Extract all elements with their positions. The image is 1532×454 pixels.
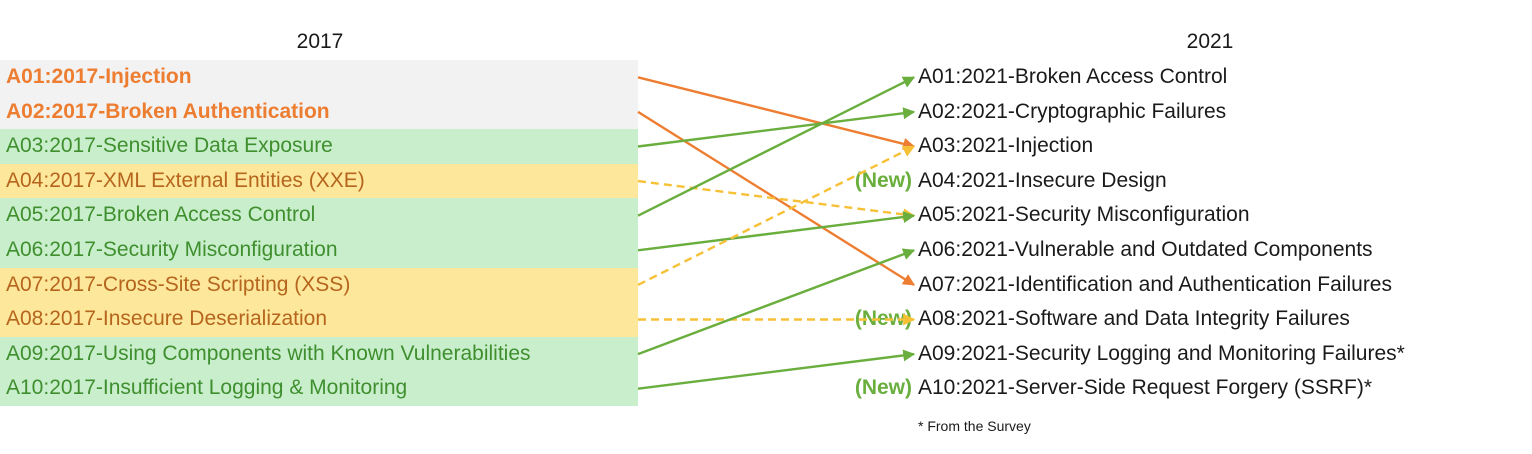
mapping-arrow [637, 145, 916, 286]
list-2017: A01:2017-Injection A02:2017-Broken Authen… [0, 60, 638, 406]
list-item-2021-label: A08:2021-Software and Data Integrity Fai… [918, 307, 1350, 331]
list-item-2017: A04:2017-XML External Entities (XXE) [0, 163, 638, 199]
list-item-2021-label: A02:2021-Cryptographic Failures [918, 99, 1227, 123]
list-item-2017: A02:2017-Broken Authentication [0, 94, 638, 130]
list-item-2021: A05:2021-Security Misconfiguration [836, 198, 1526, 233]
heading-2021: 2021 [1186, 30, 1234, 53]
list-item-2017: A07:2017-Cross-Site Scripting (XSS) [0, 267, 638, 303]
list-item-2021: A03:2021-Injection [836, 129, 1526, 164]
mapping-arrow [637, 107, 916, 148]
list-item-2021: A07:2021-Identification and Authenticati… [836, 268, 1526, 303]
mapping-arrow [637, 248, 916, 356]
list-item-2017: A03:2017-Sensitive Data Exposure [0, 129, 638, 164]
list-item-2017: A05:2017-Broken Access Control [0, 198, 638, 233]
list-2021: A01:2021-Broken Access Control A02:2021-C… [836, 60, 1526, 406]
list-item-2021-label: A07:2021-Identification and Authenticati… [918, 272, 1392, 296]
list-item-2017: A06:2017-Security Misconfiguration [0, 232, 638, 268]
footnote: * From the Survey [918, 418, 1031, 434]
list-item-2017: A10:2017-Insufficient Logging & Monitori… [0, 371, 638, 406]
list-item-2017: A09:2017-Using Components with Known Vul… [0, 336, 638, 372]
list-item-2021: (New) A04:2021-Insecure Design [836, 164, 1526, 199]
list-item-2021: A06:2021-Vulnerable and Outdated Compone… [836, 233, 1526, 268]
list-item-2021-label: A04:2021-Insecure Design [918, 168, 1167, 192]
new-badge: (New) [854, 307, 912, 331]
mapping-arrow [637, 211, 916, 252]
list-item-2021: A01:2021-Broken Access Control [836, 60, 1526, 95]
list-item-2021: (New) A08:2021-Software and Data Integrit… [836, 302, 1526, 337]
mapping-arrow [637, 76, 916, 150]
mapping-arrow [637, 349, 916, 390]
new-badge: (New) [854, 376, 912, 400]
list-item-2021: A09:2021-Security Logging and Monitoring… [836, 337, 1526, 372]
list-item-2017: A08:2017-Insecure Deserialization [0, 302, 638, 337]
mapping-arrow [637, 179, 916, 221]
list-item-2021-label: A01:2021-Broken Access Control [918, 65, 1228, 88]
list-item-2021-label: A05:2021-Security Misconfiguration [918, 203, 1250, 227]
list-item-2021: A02:2021-Cryptographic Failures [836, 95, 1526, 130]
mapping-arrow [637, 110, 916, 286]
list-item-2021: (New) A10:2021-Server-Side Request Forger… [836, 371, 1526, 406]
list-item-2021-label: A10:2021-Server-Side Request Forgery (SS… [918, 376, 1373, 400]
heading-2017: 2017 [296, 30, 344, 53]
list-item-2021-label: A09:2021-Security Logging and Monitoring… [918, 341, 1405, 365]
mapping-arrow [637, 76, 916, 217]
new-badge: (New) [854, 168, 912, 192]
list-item-2021-label: A03:2021-Injection [918, 134, 1094, 158]
list-item-2017: A01:2017-Injection [0, 60, 638, 95]
list-item-2021-label: A06:2021-Vulnerable and Outdated Compone… [918, 237, 1373, 261]
